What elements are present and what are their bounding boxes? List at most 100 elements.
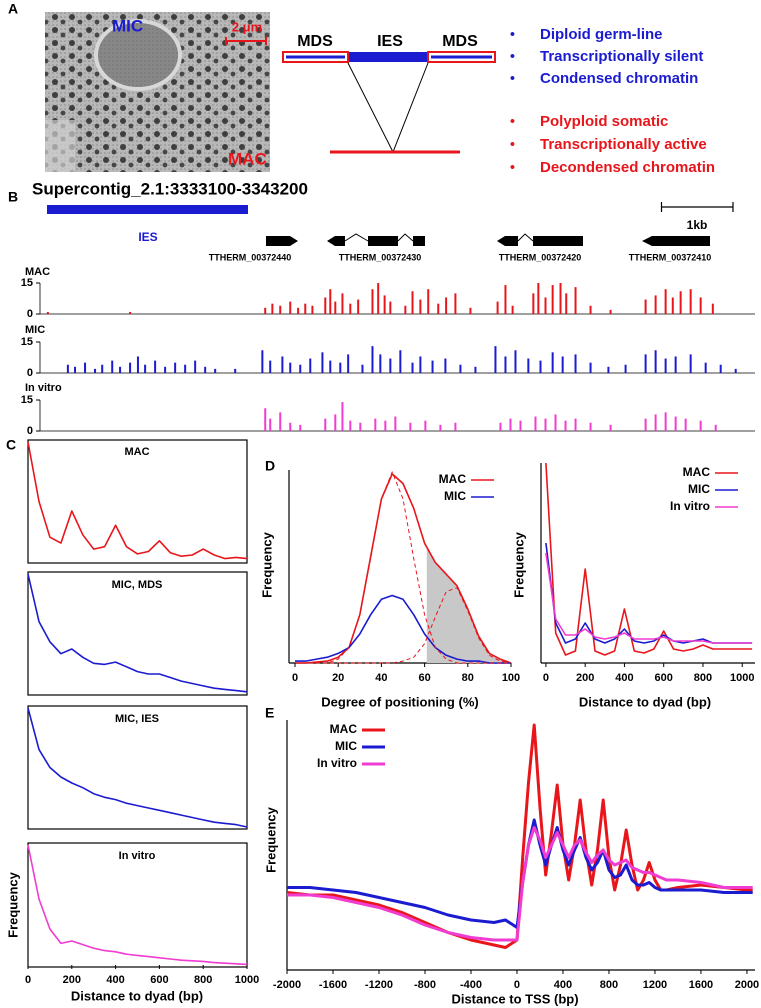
bar xyxy=(674,416,677,431)
scale-label: 1kb xyxy=(687,218,708,232)
legend-label: In vitro xyxy=(670,499,710,513)
bar xyxy=(679,291,682,314)
bar xyxy=(136,356,139,373)
y-tick-label: 15 xyxy=(21,394,33,406)
bar xyxy=(445,297,448,314)
bar xyxy=(269,360,272,373)
data-line xyxy=(295,594,511,664)
x-tick-label: 40 xyxy=(375,672,387,684)
bar xyxy=(361,364,364,373)
bar xyxy=(509,418,512,431)
bar xyxy=(564,420,567,431)
bar xyxy=(154,360,157,373)
bar xyxy=(297,307,300,314)
x-tick-label: 200 xyxy=(576,672,594,684)
bar xyxy=(519,420,522,431)
bar xyxy=(444,358,447,373)
x-tick-label: -2000 xyxy=(273,979,301,991)
trait: Decondensed chromatin xyxy=(540,159,715,176)
mds-label: MDS xyxy=(297,33,333,50)
bar xyxy=(329,360,332,373)
data-line xyxy=(545,542,753,644)
bar xyxy=(734,368,737,373)
x-tick-label: 800 xyxy=(600,979,618,991)
ies-label: IES xyxy=(377,33,403,50)
bar xyxy=(289,362,292,373)
bar xyxy=(129,362,132,373)
bar xyxy=(309,358,312,373)
y-axis-title: Frequency xyxy=(511,531,526,598)
x-axis-title: Degree of positioning (%) xyxy=(321,694,478,709)
bar xyxy=(384,420,387,431)
data-line xyxy=(27,707,248,828)
bar xyxy=(119,366,122,373)
bar xyxy=(527,358,530,373)
legend-label: In vitro xyxy=(317,756,357,770)
bar xyxy=(389,358,392,373)
chart-title: MAC xyxy=(25,266,50,278)
bar xyxy=(349,303,352,314)
bar xyxy=(654,350,657,373)
legend-label: MAC xyxy=(330,722,358,736)
trait-bullets: • • • • • • xyxy=(510,26,515,175)
chart-title: MIC, MDS xyxy=(112,579,163,591)
panel-label: E xyxy=(265,705,274,721)
x-tick-label: 0 xyxy=(292,672,298,684)
x-tick-label: 800 xyxy=(194,974,212,986)
bar xyxy=(551,285,554,314)
bar xyxy=(357,299,360,314)
y-tick-label: 15 xyxy=(21,336,33,348)
mic-label: MIC xyxy=(112,16,143,35)
bar xyxy=(609,309,612,314)
bar xyxy=(559,283,562,314)
bar xyxy=(459,364,462,373)
panel-label: D xyxy=(265,458,275,474)
bar xyxy=(289,301,292,314)
bar xyxy=(514,350,517,373)
plot-frame xyxy=(27,842,248,968)
bar xyxy=(496,301,499,314)
bar xyxy=(561,356,564,373)
bar xyxy=(289,422,292,431)
svg-text:•: • xyxy=(510,26,515,42)
bar xyxy=(324,297,327,314)
bar xyxy=(174,362,177,373)
bar xyxy=(664,289,667,314)
bar xyxy=(539,360,542,373)
bar xyxy=(419,356,422,373)
bar xyxy=(374,418,377,431)
y-tick-label: 0 xyxy=(27,367,33,379)
bar xyxy=(711,303,714,314)
bar xyxy=(554,414,557,431)
bar xyxy=(534,416,537,431)
chart-title: MIC xyxy=(25,324,45,336)
gene-label: TTHERM_00372410 xyxy=(629,252,712,262)
y-axis-title: Frequency xyxy=(259,531,274,598)
bar xyxy=(347,354,350,373)
scale-bar xyxy=(225,37,267,45)
bar xyxy=(111,360,114,373)
ies-label: IES xyxy=(138,230,157,244)
bar xyxy=(74,366,77,373)
bar xyxy=(532,293,535,314)
bar xyxy=(299,424,302,431)
data-line xyxy=(545,552,753,644)
gene-label: TTHERM_00372420 xyxy=(499,252,582,262)
bar xyxy=(714,424,717,431)
y-tick-label: 0 xyxy=(27,425,33,437)
bar xyxy=(574,354,577,373)
bar xyxy=(334,414,337,431)
bar xyxy=(234,368,237,373)
bar xyxy=(341,402,344,431)
bar xyxy=(589,422,592,431)
data-line xyxy=(295,473,512,664)
data-line xyxy=(27,441,248,560)
bar xyxy=(504,356,507,373)
chart-title: In vitro xyxy=(119,850,156,862)
bar xyxy=(264,408,267,431)
bar xyxy=(609,424,612,431)
data-line xyxy=(287,818,753,929)
data-line xyxy=(295,471,511,664)
bar xyxy=(371,289,374,314)
data-line xyxy=(295,587,512,664)
